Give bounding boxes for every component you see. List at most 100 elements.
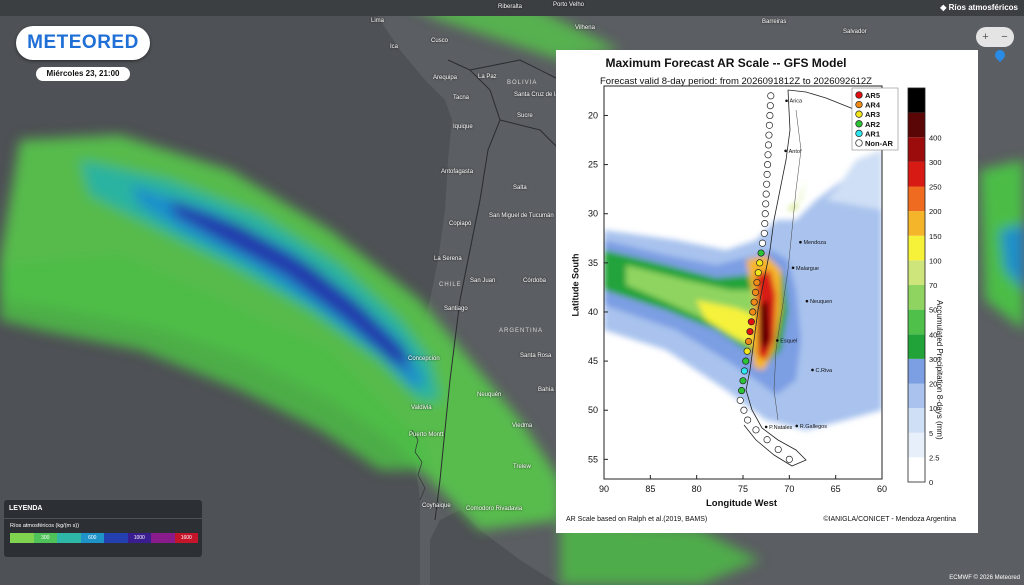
city-label: Viedma (512, 423, 533, 429)
city-label: La Paz (478, 74, 497, 80)
city-label: San Miguel de Tucumán (489, 213, 554, 219)
city-label: Puerto Montt (409, 432, 444, 438)
zoom-in-button[interactable]: + (982, 31, 989, 43)
ar-point (766, 111, 774, 120)
legend-swatch: 300 (33, 533, 57, 543)
x-tick-label: 60 (877, 484, 887, 494)
ar-point (764, 141, 773, 149)
y-tick-label: 20 (588, 110, 598, 120)
colorbar-segment (908, 260, 925, 285)
colorbar-tick-label: 20 (929, 380, 937, 389)
x-tick-label: 65 (831, 484, 841, 494)
ar-legend-marker (855, 120, 863, 128)
colorbar-segment (908, 285, 925, 310)
ar-point (757, 249, 765, 257)
colorbar-segment (908, 161, 925, 187)
ar-point (774, 445, 782, 454)
legend-swatch (104, 533, 128, 543)
city-label: Copiapó (449, 221, 472, 227)
city-label: Neuquén (477, 392, 502, 398)
city-label: Ica (390, 44, 399, 50)
city-label: Coyhaique (422, 503, 451, 509)
ar-point (752, 426, 760, 434)
map-city-label: Arica (790, 99, 803, 105)
map-city-dot (811, 368, 814, 372)
map-city-label: Antof (789, 149, 802, 155)
ar-legend-label: AR4 (865, 101, 881, 110)
ar-point (785, 455, 793, 463)
top-bar: ◆ Ríos atmosféricos (0, 0, 1024, 16)
colorbar-segment (908, 457, 925, 482)
ar-legend-marker (855, 110, 863, 118)
ar-point (762, 200, 770, 208)
ar-point (740, 367, 748, 375)
legend-title: Ríos atmosféricos (kg/(m s)) (10, 523, 80, 529)
chart-subtitle: Forecast valid 8-day period: from 202609… (600, 76, 872, 87)
colorbar-tick-label: 5 (929, 429, 933, 438)
datetime-badge[interactable]: Miércoles 23, 21:00 (36, 67, 130, 81)
colorbar-segment (908, 235, 925, 261)
ar-legend-marker (855, 129, 863, 138)
colorbar-segment (908, 211, 925, 236)
city-label: Santa Rosa (520, 353, 552, 359)
ar-point (747, 318, 755, 326)
map-city-dot (764, 425, 768, 429)
colorbar-tick-label: 300 (929, 158, 942, 167)
map-city-label: P.Natales (769, 425, 792, 431)
country-label: CHILE (439, 282, 462, 288)
ar-point (736, 396, 744, 404)
chart-title: Maximum Forecast AR Scale -- GFS Model (605, 56, 847, 70)
ar-point (761, 220, 769, 228)
x-tick-label: 90 (599, 484, 609, 494)
zoom-control: + − (976, 27, 1014, 47)
country-label: ARGENTINA (499, 328, 544, 334)
city-label: Santa Cruz de la Sierra (514, 92, 577, 98)
map-city-dot (799, 240, 802, 244)
map-city-label: Neuquen (810, 299, 832, 305)
ar-point (764, 161, 772, 169)
x-axis-label: Longitude West (706, 498, 778, 509)
ar-point (765, 131, 773, 139)
city-label: Valdivia (411, 405, 432, 411)
map-city-label: Malargue (796, 266, 819, 272)
colorbar-tick-label: 40 (929, 330, 937, 339)
legend-swatch: 600 (80, 533, 104, 543)
map-city-dot (784, 149, 787, 153)
city-label: Santiago (444, 306, 468, 312)
ar-point (758, 239, 767, 247)
legend-swatch: 1600 (174, 533, 198, 543)
ar-points (736, 92, 793, 463)
footer-right: ©IANIGLA/CONICET - Mendoza Argentina (823, 516, 956, 523)
zoom-out-button[interactable]: − (1001, 31, 1008, 43)
legend-swatch (10, 533, 34, 543)
x-tick-label: 75 (738, 484, 748, 494)
legend-header[interactable]: LEYENDA (4, 500, 202, 518)
legend-colorbar: 300 600 1000 1600 (10, 533, 198, 543)
map-city-label: Esquel (780, 338, 797, 344)
x-tick-label: 70 (784, 484, 794, 494)
city-label: Porto Velho (553, 2, 585, 8)
y-tick-label: 25 (588, 160, 598, 170)
ar-point (751, 288, 760, 296)
city-label: Cusco (431, 38, 449, 44)
y-tick-label: 55 (588, 454, 598, 464)
map-city-dot (785, 99, 788, 103)
meteored-logo[interactable]: METEORED (16, 26, 150, 60)
colorbar-tick-label: 10 (929, 404, 937, 413)
ar-point (761, 210, 769, 218)
map-city-dot (805, 299, 809, 303)
map-city-dot (791, 266, 795, 270)
colorbar-segment (908, 88, 925, 113)
ar-legend-label: AR1 (865, 129, 880, 138)
city-label: Tacna (453, 95, 470, 101)
colorbar-tick-label: 100 (929, 256, 942, 265)
legend-swatch: 1000 (127, 533, 151, 543)
city-label: Arequipa (433, 75, 458, 81)
colorbar-segment (908, 112, 925, 138)
colorbar-tick-label: 0 (929, 478, 933, 487)
x-tick-label: 85 (645, 484, 655, 494)
map-city-label: R.Gallegos (800, 424, 827, 430)
layer-selector[interactable]: ◆ Ríos atmosféricos (940, 3, 1018, 12)
